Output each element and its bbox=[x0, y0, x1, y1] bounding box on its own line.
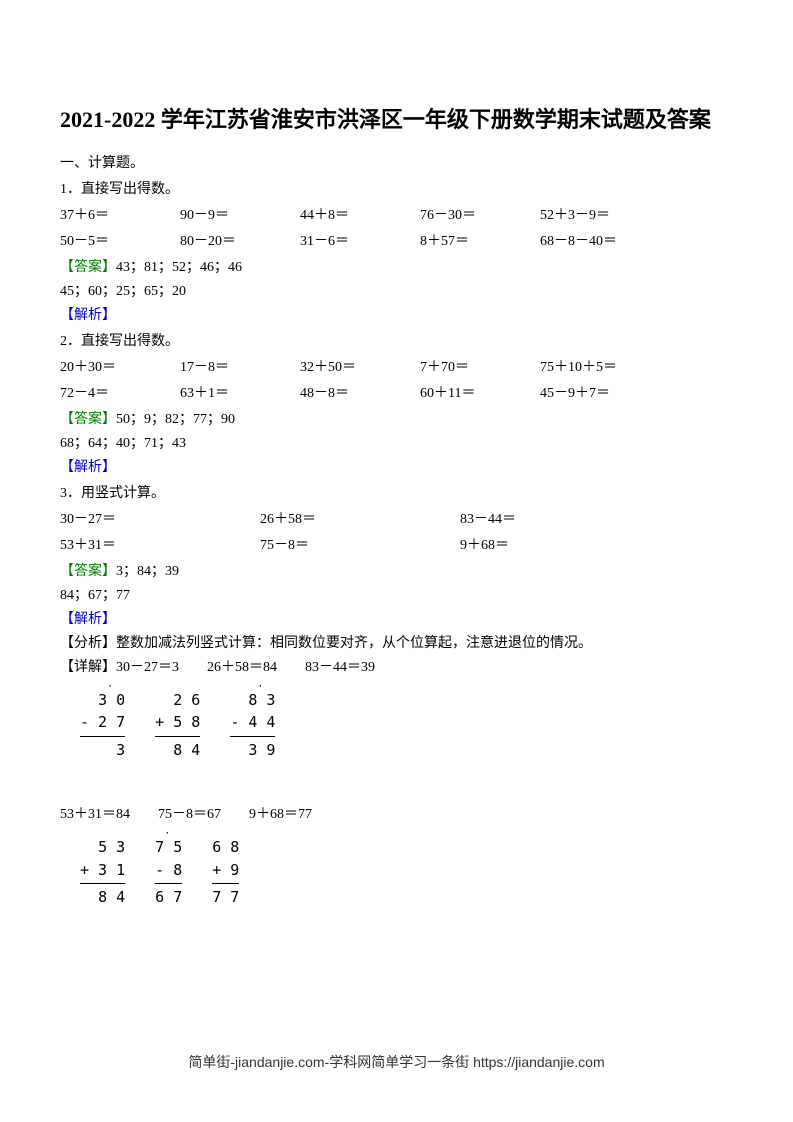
equation-cell: 9＋68＝ bbox=[460, 534, 660, 554]
vertical-calc: 2 6 + 5 8 8 4 bbox=[155, 684, 200, 762]
equation-cell: 7＋70＝ bbox=[420, 356, 540, 376]
equation-cell: 83－44＝ bbox=[460, 508, 660, 528]
vertical-calc: 5 3 + 3 1 8 4 bbox=[80, 831, 125, 909]
problem-3-answer-line-1: 【答案】3；84；39 bbox=[60, 560, 733, 580]
problem-3-xiangjie-2: 53＋31＝84 75－8＝67 9＋68＝77 bbox=[60, 803, 733, 823]
vertical-calc: · 3 0 - 2 7 3 bbox=[80, 684, 125, 762]
equation-cell: 72－4＝ bbox=[60, 382, 180, 402]
calc-result: 7 7 bbox=[212, 883, 239, 909]
calc-top: 7 5 bbox=[155, 836, 182, 859]
problem-3-xiangjie-1: 【详解】30－27＝3 26＋58＝84 83－44＝39 bbox=[60, 656, 733, 676]
vertical-calc-row-1: · 3 0 - 2 7 3 2 6 + 5 8 8 4 · 8 3 - 4 4 … bbox=[60, 684, 733, 762]
equation-cell: 32＋50＝ bbox=[300, 356, 420, 376]
xiangjie-label: 【详解】 bbox=[60, 660, 116, 675]
equation-cell: 53＋31＝ bbox=[60, 534, 260, 554]
answer-label: 【答案】 bbox=[60, 412, 116, 427]
equation-cell: 76－30＝ bbox=[420, 204, 540, 224]
problem-1-label: 1．直接写出得数。 bbox=[60, 178, 733, 198]
equation-cell: 37＋6＝ bbox=[60, 204, 180, 224]
calc-result: 8 4 bbox=[155, 736, 200, 762]
equation-cell: 80－20＝ bbox=[180, 230, 300, 250]
fenxi-label: 【分析】 bbox=[60, 636, 116, 651]
calc-top: 2 6 bbox=[155, 689, 200, 712]
problem-3-label: 3．用竖式计算。 bbox=[60, 482, 733, 502]
calc-top: 3 0 bbox=[80, 689, 125, 712]
page-footer: 简单街-jiandanjie.com-学科网简单学习一条街 https://ji… bbox=[0, 1052, 793, 1072]
calc-result: 3 bbox=[80, 736, 125, 762]
equation-cell: 26＋58＝ bbox=[260, 508, 460, 528]
problem-2-label: 2．直接写出得数。 bbox=[60, 330, 733, 350]
equation-cell: 31－6＝ bbox=[300, 230, 420, 250]
equation-cell: 17－8＝ bbox=[180, 356, 300, 376]
problem-2-answer-line-1: 【答案】50；9；82；77；90 bbox=[60, 408, 733, 428]
problem-1-answer-line-2: 45；60；25；65；20 bbox=[60, 280, 733, 300]
section-1-header: 一、计算题。 bbox=[60, 152, 733, 172]
vertical-calc: · 7 5 - 8 6 7 bbox=[155, 831, 182, 909]
vertical-calc: 6 8 + 9 7 7 bbox=[212, 831, 239, 909]
equation-cell: 48－8＝ bbox=[300, 382, 420, 402]
equation-cell: 90－9＝ bbox=[180, 204, 300, 224]
fenxi-text: 整数加减法列竖式计算：相同数位要对齐，从个位算起，注意进退位的情况。 bbox=[116, 636, 592, 651]
equation-cell: 8＋57＝ bbox=[420, 230, 540, 250]
calc-mid: - 8 bbox=[155, 859, 182, 882]
equation-cell: 75－8＝ bbox=[260, 534, 460, 554]
equation-cell: 20＋30＝ bbox=[60, 356, 180, 376]
calc-mid: + 3 1 bbox=[80, 859, 125, 882]
vertical-calc: · 8 3 - 4 4 3 9 bbox=[230, 684, 275, 762]
problem-2-answer-line-2: 68；64；40；71；43 bbox=[60, 432, 733, 452]
answer-text: 43；81；52；46；46 bbox=[116, 260, 242, 275]
answer-text: 50；9；82；77；90 bbox=[116, 412, 235, 427]
calc-mid: + 9 bbox=[212, 859, 239, 882]
calc-result: 8 4 bbox=[80, 883, 125, 909]
calc-top: 5 3 bbox=[80, 836, 125, 859]
answer-label: 【答案】 bbox=[60, 564, 116, 579]
equation-cell: 63＋1＝ bbox=[180, 382, 300, 402]
equation-cell: 44＋8＝ bbox=[300, 204, 420, 224]
calc-mid: - 4 4 bbox=[230, 711, 275, 734]
equation-cell: 50－5＝ bbox=[60, 230, 180, 250]
calc-top: 6 8 bbox=[212, 836, 239, 859]
equation-cell: 30－27＝ bbox=[60, 508, 260, 528]
problem-1-row-1: 37＋6＝ 90－9＝ 44＋8＝ 76－30＝ 52＋3－9＝ bbox=[60, 204, 733, 224]
problem-3-row-2: 53＋31＝ 75－8＝ 9＋68＝ bbox=[60, 534, 733, 554]
calc-mid: - 2 7 bbox=[80, 711, 125, 734]
problem-3-answer-line-2: 84；67；77 bbox=[60, 584, 733, 604]
problem-3-fenxi: 【分析】整数加减法列竖式计算：相同数位要对齐，从个位算起，注意进退位的情况。 bbox=[60, 632, 733, 652]
problem-2-row-1: 20＋30＝ 17－8＝ 32＋50＝ 7＋70＝ 75＋10＋5＝ bbox=[60, 356, 733, 376]
answer-text: 3；84；39 bbox=[116, 564, 179, 579]
calc-mid: + 5 8 bbox=[155, 711, 200, 734]
calc-result: 3 9 bbox=[230, 736, 275, 762]
equation-cell: 52＋3－9＝ bbox=[540, 204, 670, 224]
problem-3-analysis-label: 【解析】 bbox=[60, 608, 733, 628]
problem-1-row-2: 50－5＝ 80－20＝ 31－6＝ 8＋57＝ 68－8－40＝ bbox=[60, 230, 733, 250]
problem-3-row-1: 30－27＝ 26＋58＝ 83－44＝ bbox=[60, 508, 733, 528]
answer-label: 【答案】 bbox=[60, 260, 116, 275]
equation-cell: 75＋10＋5＝ bbox=[540, 356, 670, 376]
equation-cell: 68－8－40＝ bbox=[540, 230, 670, 250]
page-title: 2021-2022 学年江苏省淮安市洪泽区一年级下册数学期末试题及答案 bbox=[60, 100, 733, 140]
problem-2-row-2: 72－4＝ 63＋1＝ 48－8＝ 60＋11＝ 45－9＋7＝ bbox=[60, 382, 733, 402]
vertical-calc-row-2: 5 3 + 3 1 8 4 · 7 5 - 8 6 7 6 8 + 9 7 7 bbox=[60, 831, 733, 909]
equation-cell: 45－9＋7＝ bbox=[540, 382, 670, 402]
problem-2-analysis-label: 【解析】 bbox=[60, 456, 733, 476]
xiangjie-text: 30－27＝3 26＋58＝84 83－44＝39 bbox=[116, 660, 375, 675]
problem-1-analysis-label: 【解析】 bbox=[60, 304, 733, 324]
equation-cell: 60＋11＝ bbox=[420, 382, 540, 402]
problem-1-answer-line-1: 【答案】43；81；52；46；46 bbox=[60, 256, 733, 276]
calc-top: 8 3 bbox=[230, 689, 275, 712]
calc-result: 6 7 bbox=[155, 883, 182, 909]
